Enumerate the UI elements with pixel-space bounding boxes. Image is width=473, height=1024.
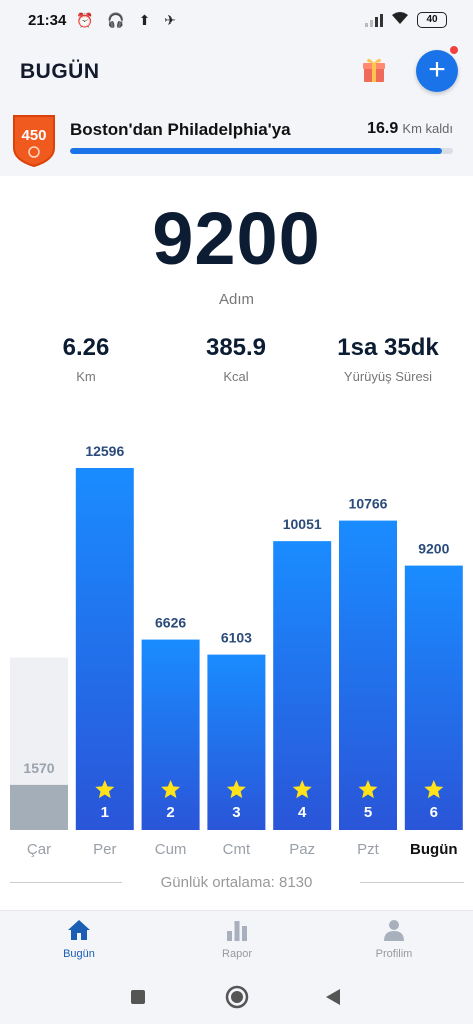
signal-icon: [365, 13, 383, 27]
status-time: 21:34: [28, 12, 67, 29]
bar-1: [75, 468, 134, 830]
stat-duration-value: 1sa 35dk: [337, 334, 439, 361]
nav-report[interactable]: Rapor: [177, 919, 297, 960]
bar-value-label: 12596: [85, 443, 124, 459]
recents-icon[interactable]: [130, 989, 146, 1005]
bar-value-label: 10051: [283, 516, 322, 532]
day-label: Paz: [289, 841, 315, 858]
home-button-icon[interactable]: [225, 985, 249, 1009]
day-label: Bugün: [410, 841, 457, 858]
bar-0: [10, 784, 68, 830]
bar-5: [339, 520, 397, 830]
home-icon: [68, 920, 90, 940]
steps-label: Adım: [218, 291, 254, 308]
weekly-steps-chart: 1570 Çar 12596 1 Per 6626 2 Cum 6103 3 Cmt 10051 4 Pa…: [10, 443, 463, 858]
system-nav-bar: [0, 970, 473, 1024]
star-icon: [292, 780, 312, 799]
star-number: 1: [101, 804, 109, 821]
day-label: Per: [93, 841, 116, 858]
gift-icon[interactable]: [362, 56, 386, 84]
challenge-banner[interactable]: 450 Boston'dan Philadelphia'ya 16.9 Km k…: [0, 106, 473, 176]
bar-value-label: 1570: [23, 760, 54, 776]
stat-distance-label: Km: [76, 369, 96, 384]
star-icon: [226, 780, 246, 799]
nav-today-label: Bugün: [63, 948, 95, 960]
bar-3: [207, 654, 266, 830]
day-label: Çar: [27, 841, 51, 858]
nav-profile[interactable]: Profilim: [334, 919, 454, 960]
star-number: 2: [166, 804, 174, 821]
back-icon[interactable]: [325, 988, 341, 1006]
bar-2: [141, 639, 200, 830]
stat-duration-label: Yürüyüş Süresi: [343, 369, 433, 384]
bottom-nav: Bugün Rapor Profilim: [0, 910, 473, 970]
bar-chart-icon: [227, 921, 247, 941]
day-label: Pzt: [357, 841, 380, 858]
wifi-icon: [391, 11, 409, 29]
bar-value-label: 6103: [221, 630, 252, 646]
stat-distance-value: 6.26: [62, 334, 110, 361]
challenge-badge-number: 450: [21, 127, 46, 144]
star-number: 3: [232, 804, 240, 821]
nav-report-label: Rapor: [222, 948, 252, 960]
star-icon: [95, 780, 115, 799]
nav-today[interactable]: Bugün: [19, 919, 139, 960]
stat-calories-value: 385.9: [205, 334, 267, 361]
daily-average: Günlük ortalama: 8130: [160, 874, 313, 891]
challenge-progress-fill: [70, 148, 442, 154]
star-icon: [161, 780, 181, 799]
page-title: BUGÜN: [20, 60, 100, 83]
stat-calories-label: Kcal: [223, 369, 249, 384]
divider-left: [10, 882, 122, 883]
bar-value-label: 10766: [349, 496, 388, 512]
star-icon: [424, 780, 444, 799]
day-label: Cum: [155, 841, 187, 858]
star-number: 5: [364, 804, 372, 821]
person-icon: [384, 920, 404, 941]
nav-profile-label: Profilim: [375, 948, 413, 960]
status-bar: 21:34 ⏰ 🎧 ⬆ ✈ 40: [0, 0, 473, 44]
bar-value-label: 9200: [418, 541, 449, 557]
bar-value-label: 6626: [155, 615, 186, 631]
status-right: 40: [365, 11, 447, 29]
divider-right: [360, 882, 464, 883]
today-steps: 9200: [152, 197, 321, 280]
notification-dot: [449, 45, 459, 55]
remaining-unit: Km kaldı: [402, 121, 453, 136]
status-notification-icons: ⏰ 🎧 ⬆ ✈: [76, 12, 181, 28]
day-label: Cmt: [223, 841, 251, 858]
star-icon: [358, 780, 378, 799]
star-number: 4: [298, 804, 307, 821]
stat-calories: 385.9 Kcal: [166, 334, 306, 384]
add-button[interactable]: +: [416, 50, 458, 92]
challenge-badge: 450: [13, 115, 55, 168]
challenge-progress: [70, 148, 453, 154]
stat-duration: 1sa 35dk Yürüyüş Süresi: [318, 334, 458, 384]
remaining-km: 16.9: [367, 120, 399, 137]
challenge-title: Boston'dan Philadelphia'ya: [70, 120, 291, 139]
star-number: 6: [430, 804, 438, 821]
challenge-remaining: 16.9 Km kaldı: [367, 120, 453, 138]
stat-distance: 6.26 Km: [16, 334, 156, 384]
app-header: BUGÜN +: [0, 44, 473, 106]
battery-icon: 40: [417, 12, 447, 28]
